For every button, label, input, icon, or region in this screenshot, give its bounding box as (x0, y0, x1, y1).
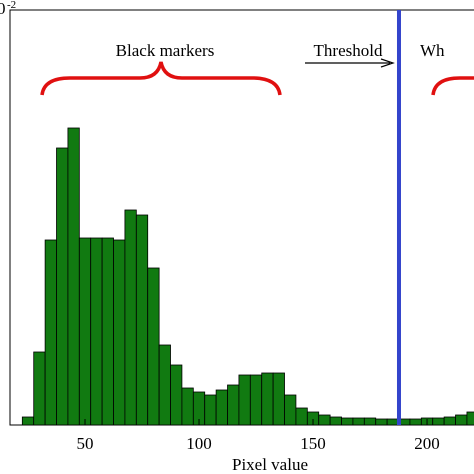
bar (204, 394, 217, 426)
bar (158, 344, 171, 426)
annotation-threshold: Threshold (314, 41, 383, 60)
bar (56, 147, 69, 426)
bar (443, 416, 456, 426)
bar (363, 417, 377, 426)
bar (329, 416, 342, 426)
bar (33, 351, 46, 426)
bar (409, 418, 422, 426)
x-axis-label: Pixel value (232, 455, 308, 474)
bar (295, 407, 308, 426)
annotation-white: Wh (420, 41, 445, 60)
bar (90, 237, 103, 426)
x-tick-label: 200 (414, 434, 440, 453)
bar (341, 417, 354, 426)
bar (21, 416, 35, 426)
bar (375, 418, 388, 426)
bar (432, 417, 445, 426)
bar (455, 414, 468, 426)
offset-text: 0 (0, 0, 6, 18)
bar (466, 411, 474, 426)
bar (249, 374, 263, 426)
bar (261, 372, 274, 426)
x-tick-label: 50 (77, 434, 94, 453)
x-tick-label: 100 (186, 434, 212, 453)
x-tick-label: 150 (300, 434, 326, 453)
bar (318, 414, 331, 426)
bar (352, 417, 365, 426)
brace-white (431, 76, 474, 96)
bar (272, 372, 285, 426)
bar (44, 239, 57, 426)
bar (238, 374, 251, 426)
threshold-arrowhead (380, 58, 395, 68)
bar (227, 384, 240, 426)
bar (181, 387, 194, 426)
bar (113, 239, 126, 426)
bar (215, 389, 228, 426)
bar (67, 127, 80, 426)
bar (386, 418, 399, 426)
brace-black (40, 61, 282, 96)
bar (170, 364, 183, 426)
bar (135, 214, 149, 426)
bar (284, 394, 297, 426)
bar (124, 209, 137, 426)
bar (147, 267, 160, 426)
annotation-black: Black markers (116, 41, 215, 60)
offset-exponent: -2 (7, 0, 16, 11)
bar (78, 237, 92, 426)
bar (101, 237, 114, 426)
